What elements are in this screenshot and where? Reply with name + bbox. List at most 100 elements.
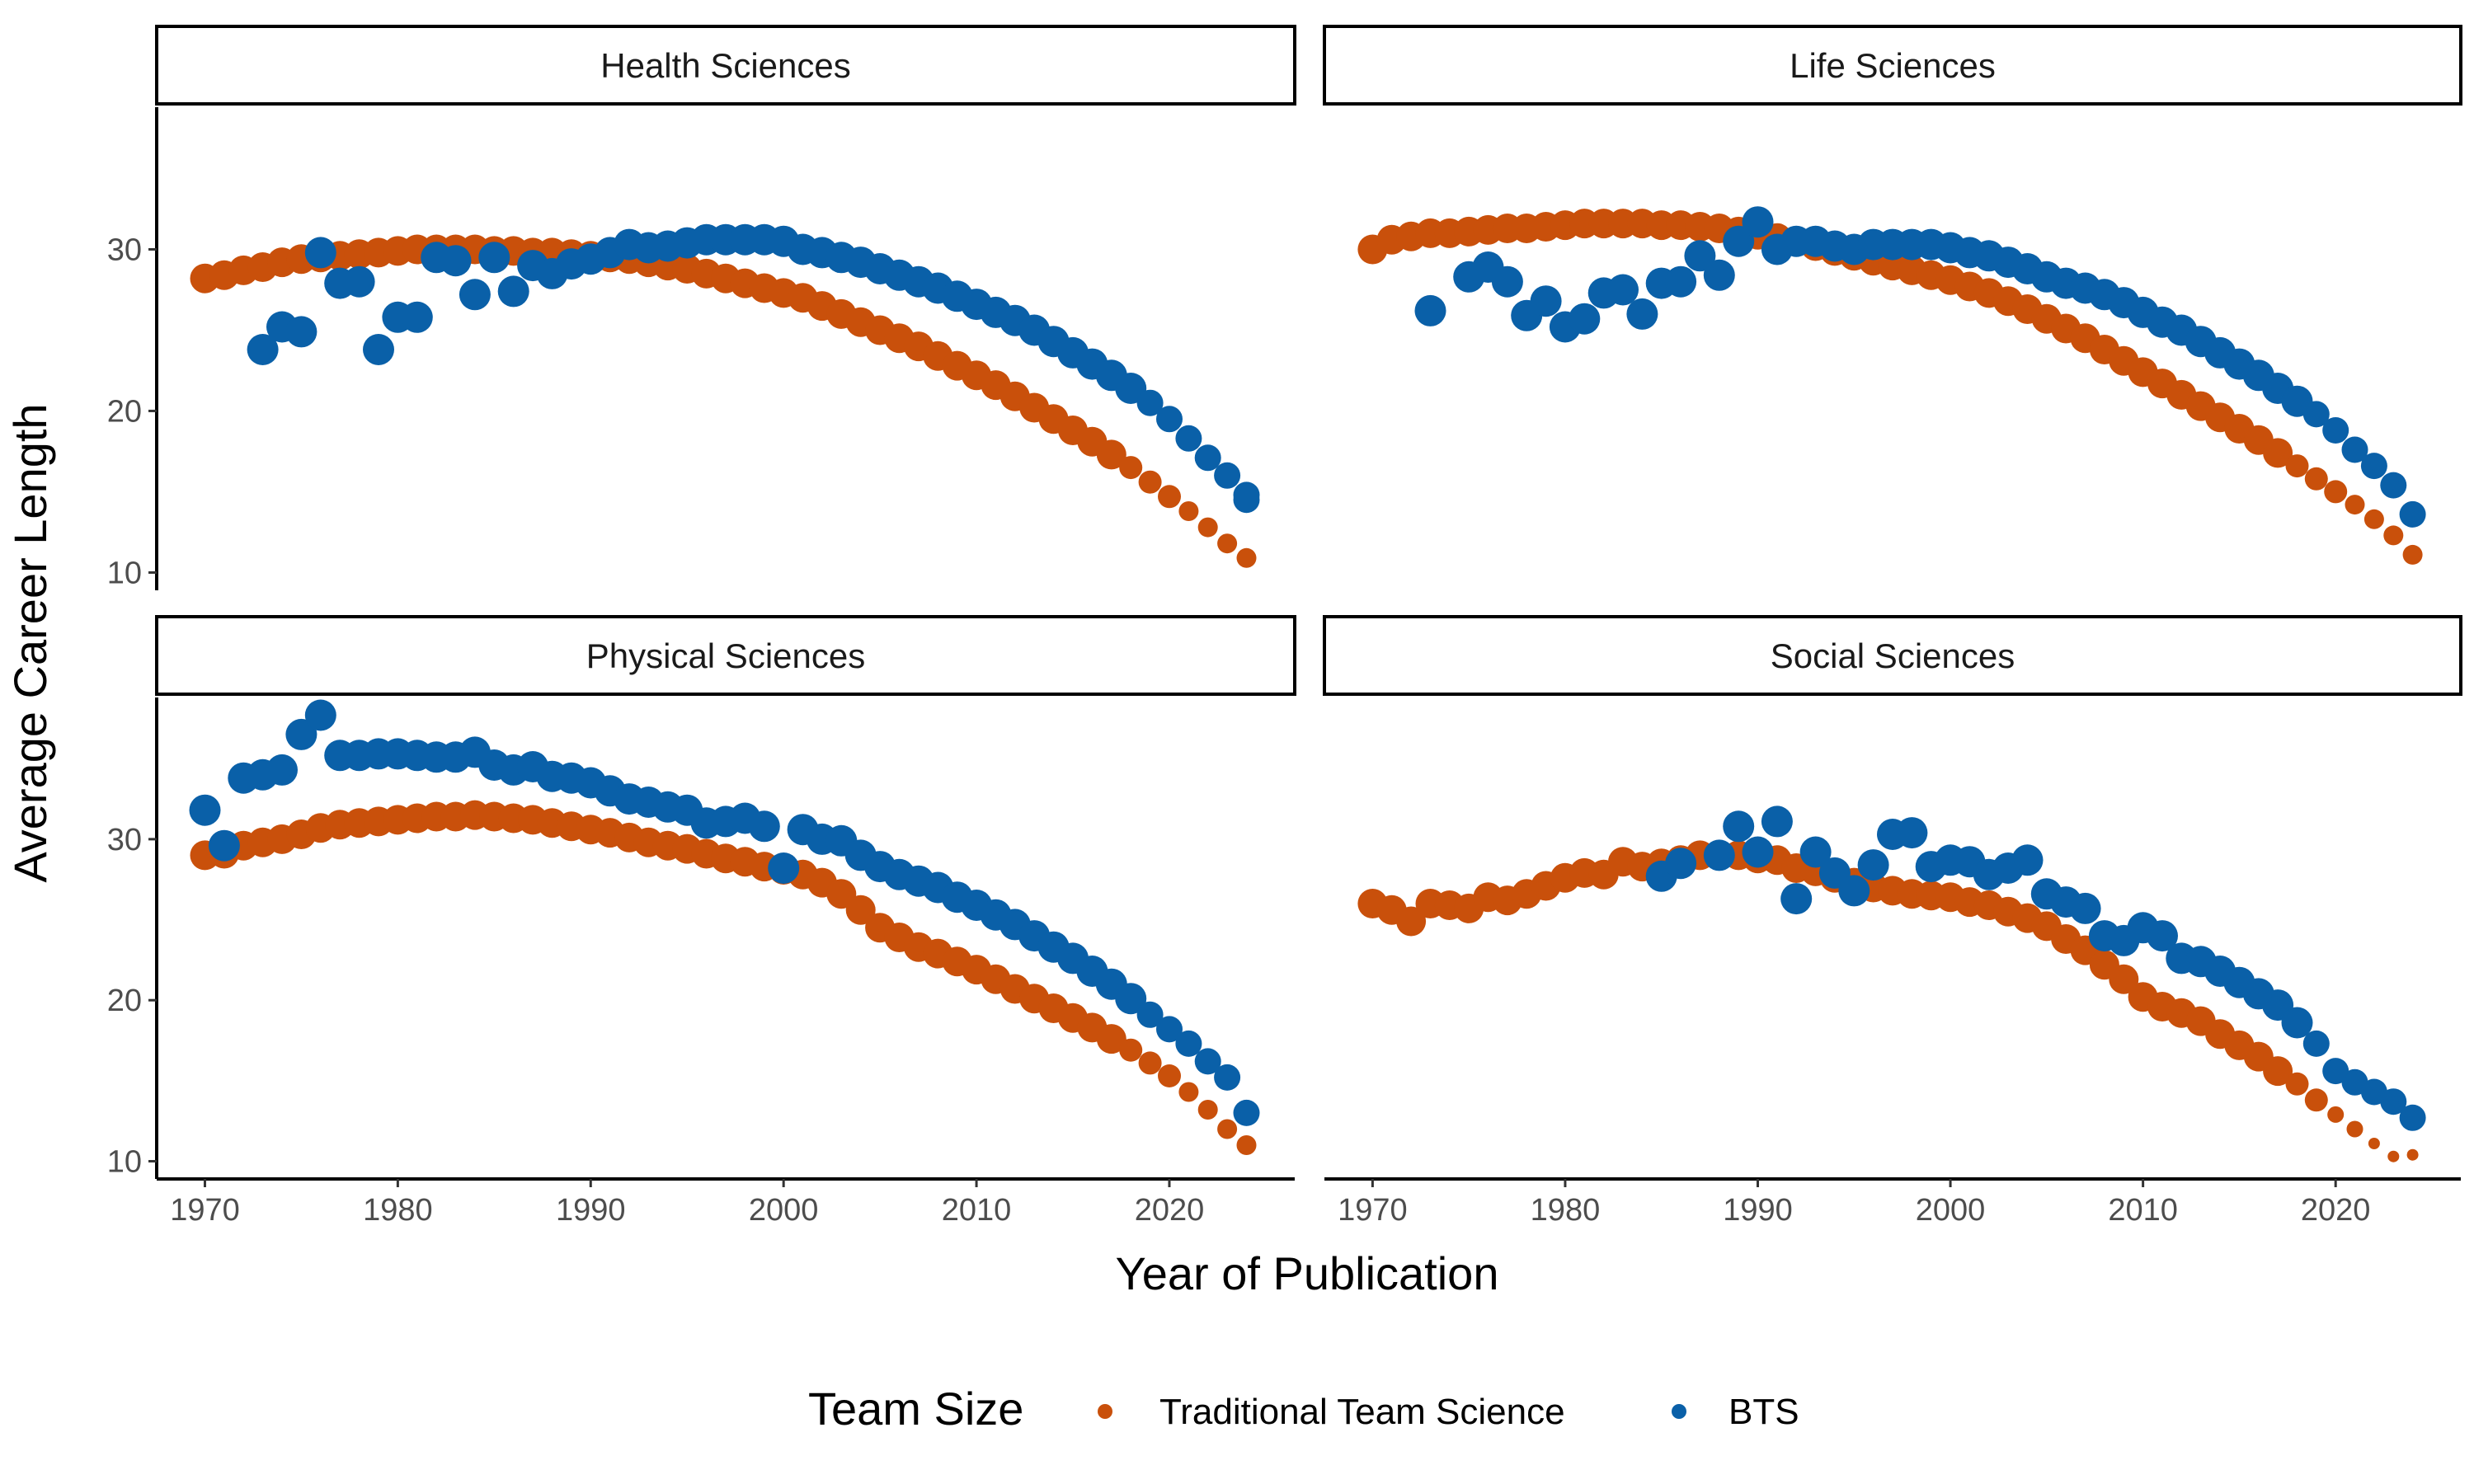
- facet-title: Social Sciences: [1771, 636, 2015, 675]
- y-tick-label: 30: [107, 823, 142, 857]
- data-point: [2346, 1120, 2363, 1138]
- data-point: [2304, 1088, 2328, 1112]
- facet-panel: Life Sciences: [1323, 25, 2462, 565]
- data-point: [189, 794, 221, 826]
- data-point: [1214, 1064, 1241, 1091]
- data-point: [1626, 298, 1658, 330]
- data-point: [1665, 848, 1697, 880]
- data-point: [1096, 1024, 1126, 1054]
- y-tick-label: 20: [107, 394, 142, 429]
- data-point: [2406, 1148, 2419, 1161]
- series-group: [1645, 805, 2426, 1131]
- data-point: [208, 829, 240, 862]
- data-point: [343, 265, 375, 298]
- data-point: [266, 754, 298, 786]
- x-tick-label: 2000: [1916, 1193, 1986, 1228]
- data-point: [440, 245, 472, 277]
- data-point: [2263, 1056, 2293, 1087]
- data-point: [2069, 892, 2101, 924]
- data-point: [1607, 274, 1639, 306]
- data-point: [1723, 225, 1755, 257]
- data-point: [2302, 1030, 2330, 1057]
- data-point: [2363, 509, 2384, 529]
- y-axis-title: Average Career Length: [4, 403, 56, 882]
- data-point: [1491, 265, 1523, 298]
- x-tick-label: 1990: [556, 1193, 626, 1228]
- data-point: [1703, 259, 1735, 291]
- data-point: [1742, 836, 1774, 868]
- data-point: [1233, 486, 1260, 514]
- data-point: [2368, 1138, 2380, 1149]
- data-point: [1723, 810, 1755, 843]
- data-point: [1396, 906, 1427, 937]
- data-point: [2302, 401, 2330, 428]
- data-point: [1217, 533, 1238, 554]
- facet-title: Health Sciences: [600, 46, 851, 85]
- facet-title: Life Sciences: [1790, 46, 1996, 85]
- data-point: [1857, 849, 1889, 881]
- data-point: [1175, 1030, 1202, 1057]
- facet-panel: Social Sciences 1970 1980 1990 2000 2010 2020: [1323, 615, 2462, 1228]
- data-point: [1703, 839, 1735, 871]
- facet-strip: [1323, 615, 2462, 696]
- data-point: [2322, 1058, 2349, 1085]
- data-point: [1194, 1048, 1221, 1075]
- x-tick-label: 1980: [363, 1193, 433, 1228]
- x-tick-label: 1980: [1531, 1193, 1601, 1228]
- data-point: [1136, 389, 1164, 416]
- data-point: [1665, 265, 1697, 298]
- data-point: [2399, 500, 2426, 528]
- data-point: [2380, 1088, 2407, 1115]
- data-point: [2327, 1106, 2345, 1123]
- data-point: [1197, 517, 1218, 538]
- data-point: [304, 699, 336, 731]
- data-point: [1236, 547, 1257, 568]
- data-point: [1096, 439, 1126, 470]
- y-tick-label: 10: [107, 1145, 142, 1180]
- data-point: [2360, 453, 2387, 480]
- data-point: [1742, 206, 1774, 238]
- data-point: [1799, 836, 1832, 868]
- legend-entry: BTS: [1672, 1392, 1799, 1432]
- data-point: [2383, 525, 2404, 546]
- data-point: [1119, 1038, 1143, 1062]
- data-point: [1780, 883, 1813, 915]
- data-point: [2285, 1072, 2309, 1096]
- facet-title: Physical Sciences: [586, 636, 865, 675]
- data-point: [2345, 495, 2365, 515]
- data-point: [1115, 983, 1147, 1015]
- data-point: [1175, 425, 1202, 452]
- data-point: [2324, 480, 2348, 504]
- data-point: [1158, 1064, 1181, 1087]
- data-point: [247, 334, 279, 365]
- y-tick-label: 30: [107, 232, 142, 267]
- data-point: [1217, 1119, 1238, 1139]
- legend-title: Team Size: [808, 1383, 1023, 1435]
- data-point: [401, 301, 433, 333]
- data-point: [1156, 406, 1183, 433]
- data-point: [304, 237, 336, 269]
- data-point: [2109, 964, 2139, 994]
- panels-layer: Health Sciences 10 20 30 Life Sciences Physic…: [107, 25, 2462, 1228]
- x-tick-label: 2010: [942, 1193, 1012, 1228]
- data-point: [2285, 454, 2309, 478]
- x-axis-title: Year of Publication: [1116, 1247, 1499, 1299]
- data-point: [2380, 472, 2407, 499]
- facet-strip: [155, 615, 1296, 696]
- facet-strip: [155, 25, 1296, 106]
- data-point: [2399, 1104, 2426, 1131]
- data-point: [1119, 456, 1143, 480]
- data-point: [1136, 1001, 1164, 1028]
- data-point: [2304, 467, 2328, 491]
- legend-entry: Traditional Team Science: [1098, 1392, 1565, 1432]
- data-point: [2387, 1150, 2400, 1162]
- legend-key: [1672, 1404, 1686, 1419]
- legend-entries: Traditional Team Science BTS: [1098, 1392, 1799, 1432]
- data-point: [1569, 303, 1601, 335]
- data-point: [478, 242, 510, 274]
- data-point: [497, 275, 529, 308]
- x-tick-label: 1970: [1338, 1193, 1408, 1228]
- data-point: [2147, 920, 2178, 952]
- legend-label: BTS: [1729, 1392, 1799, 1432]
